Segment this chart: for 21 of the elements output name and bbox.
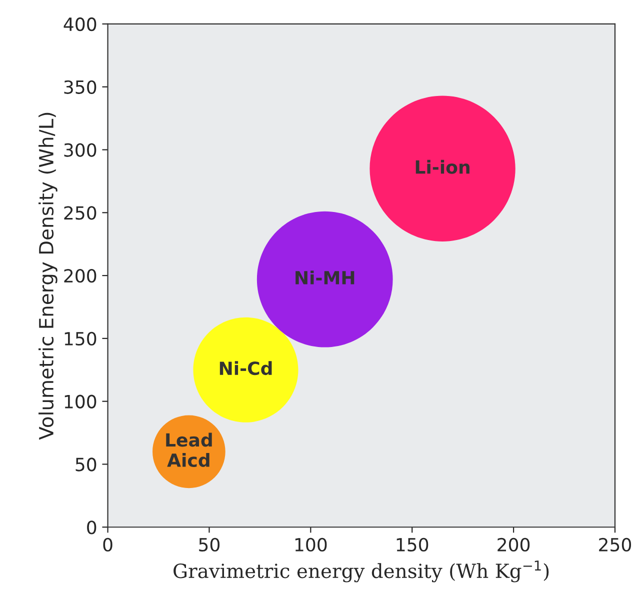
x-axis-title: Gravimetric energy density (Wh Kg$^{−1}$): [174, 560, 549, 582]
x-tick-label: 100: [295, 538, 327, 552]
y-tick-label: 300: [64, 143, 96, 157]
x-tick-label: 250: [599, 538, 632, 552]
series-label: Ni-Cd: [220, 361, 272, 376]
y-axis-title: Volumetric Energy Density (Wh/L): [38, 112, 58, 440]
series-label: Li-ion: [416, 160, 470, 174]
x-tick-label: 150: [396, 538, 428, 552]
x-tick-label: 200: [498, 538, 530, 552]
y-tick-label: 100: [64, 394, 96, 408]
x-tick-label: 50: [199, 538, 220, 552]
y-tick-label: 0: [87, 520, 96, 534]
y-tick-label: 150: [64, 332, 96, 346]
y-tick-label: 200: [64, 269, 96, 283]
series-label: Ni-MH: [296, 270, 354, 284]
y-tick-label: 250: [64, 206, 96, 220]
series-label: Lead Aicd: [166, 432, 212, 467]
y-tick-label: 350: [64, 80, 96, 94]
y-tick-label: 400: [64, 17, 96, 32]
y-tick-label: 50: [76, 458, 96, 472]
x-tick-label: 0: [103, 538, 112, 552]
